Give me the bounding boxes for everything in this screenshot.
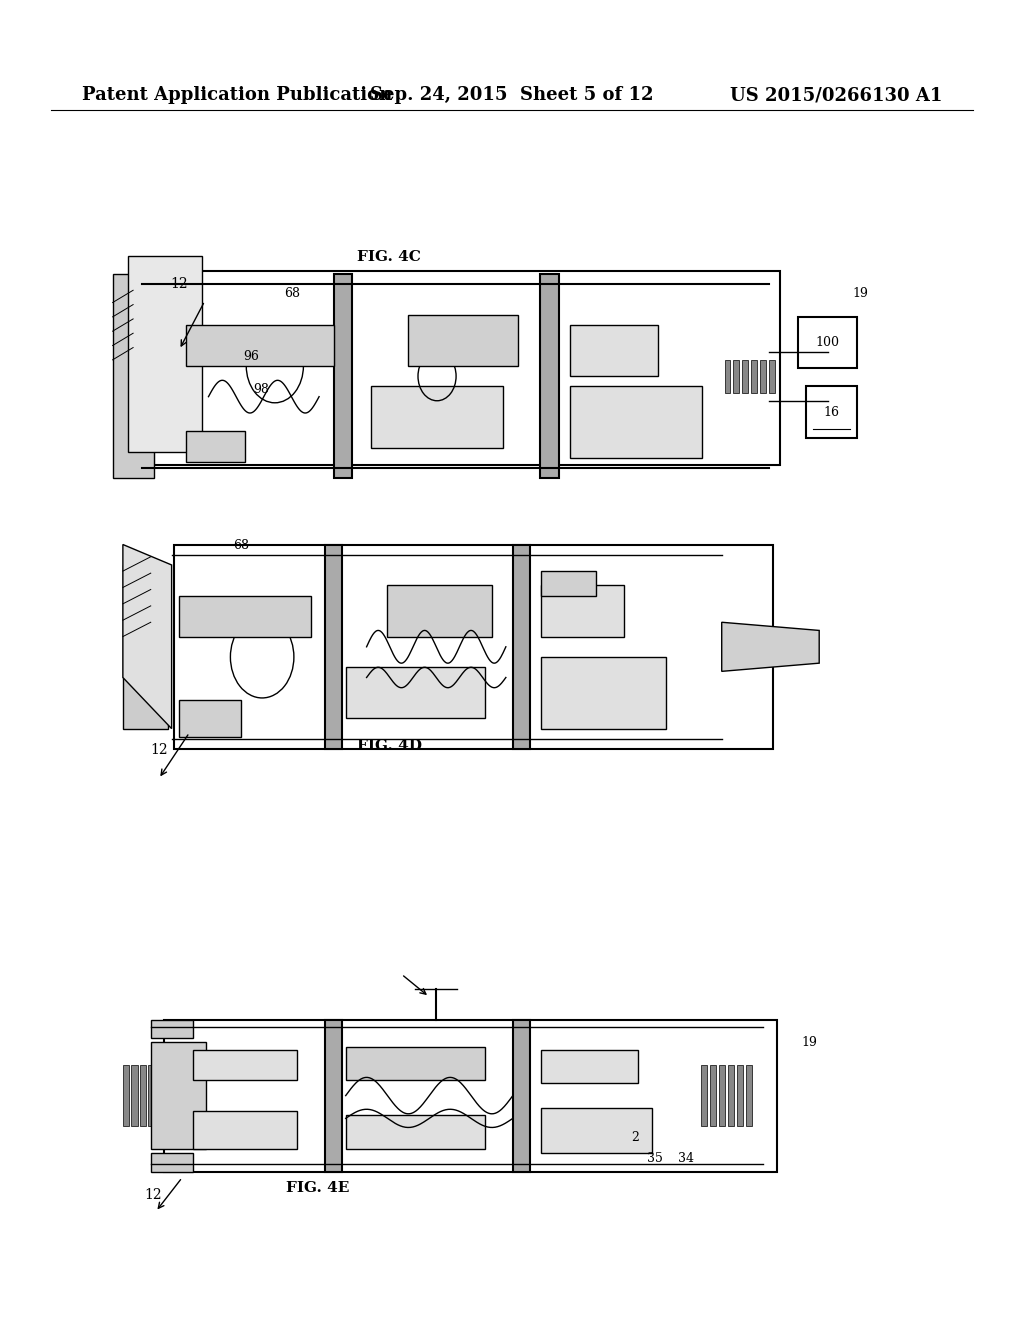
Bar <box>151 1019 193 1038</box>
Bar <box>408 314 518 366</box>
Bar <box>151 1043 207 1148</box>
Text: 34: 34 <box>678 1152 694 1166</box>
Bar <box>174 544 773 750</box>
Bar <box>760 360 766 392</box>
Bar <box>139 1065 145 1126</box>
Text: 2: 2 <box>631 1131 639 1144</box>
Bar <box>387 586 492 636</box>
Bar <box>541 657 666 729</box>
Text: Patent Application Publication: Patent Application Publication <box>82 86 392 104</box>
Text: FIG. 4C: FIG. 4C <box>357 251 421 264</box>
Text: 68: 68 <box>284 286 300 300</box>
Bar <box>334 273 352 478</box>
Bar <box>178 700 242 737</box>
Bar <box>186 432 246 462</box>
Text: 35: 35 <box>647 1152 664 1166</box>
Text: 96: 96 <box>243 350 259 363</box>
Bar <box>737 1065 743 1126</box>
Polygon shape <box>722 622 819 672</box>
Bar <box>346 1047 485 1080</box>
Text: FIG. 4D: FIG. 4D <box>356 739 422 752</box>
Bar <box>728 1065 734 1126</box>
Bar <box>193 1110 297 1148</box>
Bar <box>151 1154 193 1172</box>
Bar <box>541 1051 638 1084</box>
Bar <box>178 595 311 636</box>
Bar <box>799 317 857 368</box>
Bar <box>742 360 749 392</box>
Bar <box>346 1115 485 1148</box>
Bar <box>131 1065 137 1126</box>
Bar <box>806 387 857 437</box>
Bar <box>123 565 168 729</box>
Bar <box>746 1065 753 1126</box>
Bar <box>541 586 625 636</box>
Text: 16: 16 <box>823 405 840 418</box>
Text: Sep. 24, 2015  Sheet 5 of 12: Sep. 24, 2015 Sheet 5 of 12 <box>371 86 653 104</box>
Text: 12: 12 <box>144 1188 163 1201</box>
Bar <box>769 360 775 392</box>
Bar <box>154 271 780 465</box>
Text: US 2015/0266130 A1: US 2015/0266130 A1 <box>730 86 942 104</box>
Bar <box>123 1065 129 1126</box>
Text: 100: 100 <box>816 337 840 348</box>
Bar <box>186 325 334 366</box>
Text: 68: 68 <box>232 539 249 552</box>
Polygon shape <box>123 544 172 729</box>
Bar <box>752 360 757 392</box>
Bar <box>569 387 702 458</box>
Bar <box>193 1051 297 1080</box>
Text: 19: 19 <box>801 1036 817 1049</box>
Bar <box>541 1107 652 1154</box>
Bar <box>733 360 739 392</box>
Bar <box>325 544 342 750</box>
Bar <box>147 1065 155 1126</box>
Bar <box>710 1065 716 1126</box>
Bar <box>513 544 530 750</box>
Bar <box>719 1065 725 1126</box>
Bar <box>569 325 658 376</box>
Bar <box>325 1019 342 1172</box>
Bar <box>164 1019 776 1172</box>
Bar <box>541 572 596 595</box>
Text: 12: 12 <box>150 743 168 756</box>
Bar <box>725 360 730 392</box>
Text: 98: 98 <box>253 383 269 396</box>
Bar <box>113 273 154 478</box>
Bar <box>513 1019 530 1172</box>
Text: 12: 12 <box>170 277 188 290</box>
Bar <box>371 387 504 447</box>
Bar <box>541 273 559 478</box>
Bar <box>700 1065 708 1126</box>
Text: FIG. 4E: FIG. 4E <box>286 1181 349 1195</box>
Bar <box>346 668 485 718</box>
Bar <box>128 256 202 451</box>
Text: 19: 19 <box>852 286 868 300</box>
